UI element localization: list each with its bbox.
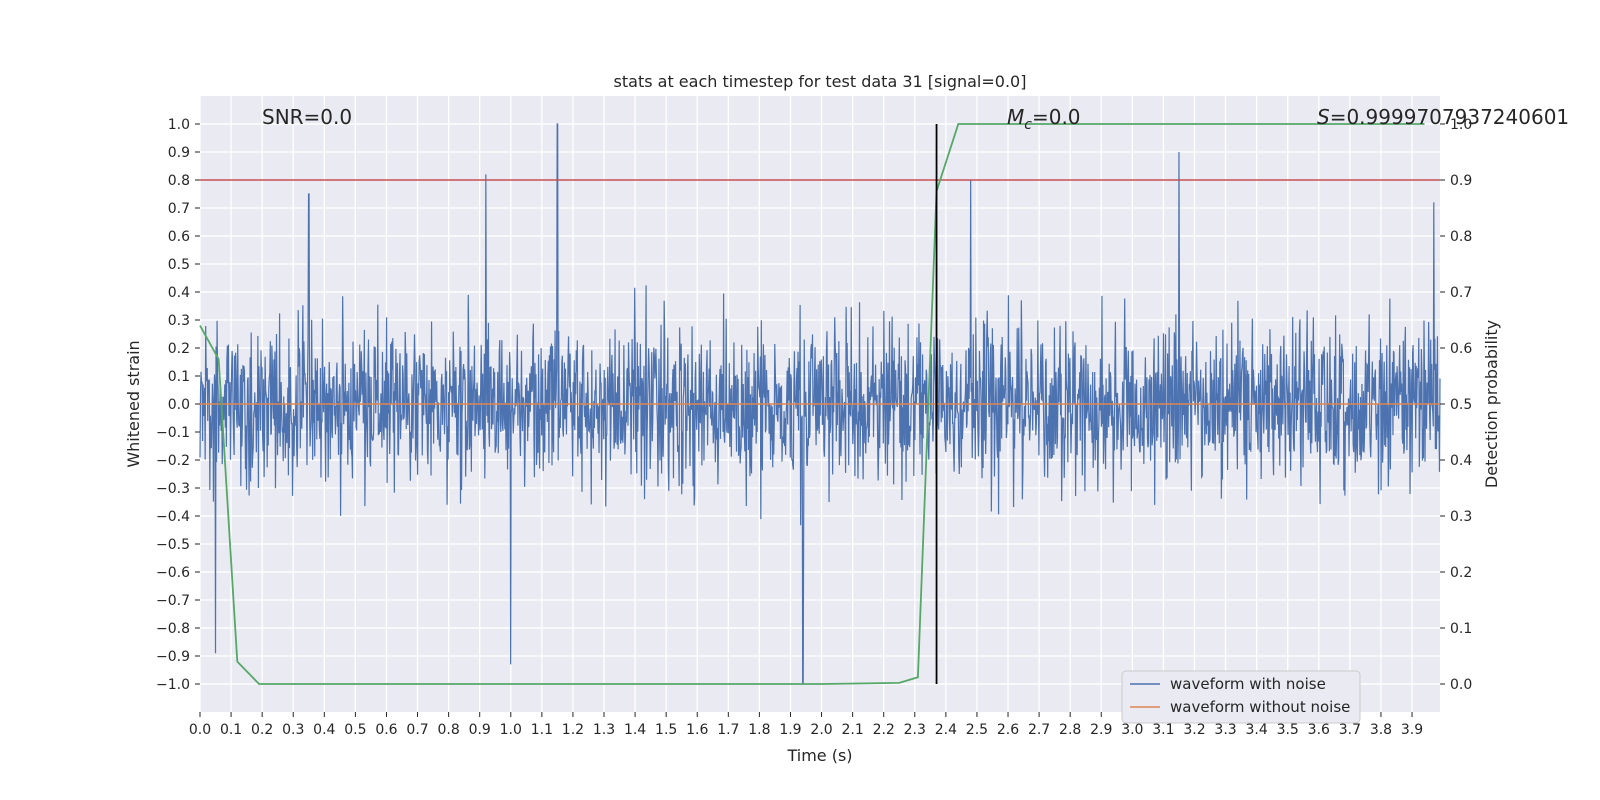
y-tick-label: −0.1 [156,425,190,441]
x-tick-label: 2.3 [904,722,926,738]
x-tick-label: 3.3 [1214,722,1236,738]
x-tick-label: 1.2 [562,722,584,738]
x-tick-label: 0.2 [251,722,273,738]
y2-axis-label: Detection probability [1482,320,1501,488]
y-tick-label: 0.3 [168,313,190,329]
series-detection-probability [199,123,1425,685]
y-ticks: −1.0 −0.9 −0.8 −0.7 −0.6 −0.5 −0.4 −0.3 −0.2 −0.1… [156,117,200,693]
y-tick-label: 0.4 [168,285,190,301]
y2-tick-label: 0.1 [1450,621,1472,637]
y-tick-label: −0.8 [156,621,190,637]
y-tick-label: 0.5 [168,257,190,273]
x-tick-label: 3.2 [1183,722,1205,738]
y-tick-label: 0.0 [168,397,190,413]
x-tick-label: 1.7 [717,722,739,738]
x-tick-label: 3.0 [1121,722,1143,738]
x-tick-label: 2.6 [997,722,1019,738]
y2-tick-label: 0.7 [1450,285,1472,301]
s-value: =0.9999707937240601 [1330,105,1569,129]
x-tick-label: 1.3 [593,722,615,738]
y-tick-label: 0.2 [168,341,190,357]
y-tick-label: 1.0 [168,117,190,133]
noise-series-group [199,123,1441,685]
lines-group [199,123,1440,685]
x-tick-label: 2.7 [1028,722,1050,738]
y-tick-label: −0.2 [156,453,190,469]
x-tick-label: 3.7 [1339,722,1361,738]
x-tick-label: 1.9 [779,722,801,738]
y2-tick-label: 0.8 [1450,229,1472,245]
mc-symbol: M [1007,105,1024,129]
y2-tick-label: 0.3 [1450,509,1472,525]
x-tick-label: 3.5 [1277,722,1299,738]
x-ticks: 0.0 0.1 0.2 0.3 0.4 0.5 0.6 0.7 0.8 0.9 1.0 1.1 1.2 1… [189,712,1423,738]
y-tick-label: −0.6 [156,565,190,581]
y-tick-label: 0.6 [168,229,190,245]
y-tick-label: −0.4 [156,509,190,525]
x-tick-label: 0.7 [406,722,428,738]
x-tick-label: 3.4 [1246,722,1268,738]
y2-tick-label: 0.9 [1450,173,1472,189]
x-tick-label: 1.8 [748,722,770,738]
series-waveform-with-noise [199,123,1441,685]
x-tick-label: 3.6 [1308,722,1330,738]
x-tick-label: 0.6 [375,722,397,738]
legend-label-clean: waveform without noise [1170,698,1350,716]
s-symbol: S [1317,105,1330,129]
y-tick-label: −0.7 [156,593,190,609]
x-tick-label: 3.1 [1152,722,1174,738]
x-tick-label: 3.8 [1370,722,1392,738]
x-tick-label: 0.8 [437,722,459,738]
mc-value: =0.0 [1032,105,1081,129]
y-tick-label: −0.9 [156,649,190,665]
x-tick-label: 1.1 [531,722,553,738]
y-tick-label: −0.3 [156,481,190,497]
x-tick-label: 2.5 [966,722,988,738]
y-tick-label: −1.0 [156,677,190,693]
y-tick-label: 0.8 [168,173,190,189]
x-tick-label: 0.5 [344,722,366,738]
y2-tick-label: 1.0 [1450,117,1472,133]
x-tick-label: 0.3 [282,722,304,738]
x-tick-label: 0.4 [313,722,335,738]
y2-tick-label: 0.4 [1450,453,1472,469]
x-tick-label: 1.0 [500,722,522,738]
y2-tick-label: 0.0 [1450,677,1472,693]
s-annotation: S=0.9999707937240601 [1317,105,1569,129]
x-tick-label: 3.9 [1401,722,1423,738]
x-tick-label: 1.5 [655,722,677,738]
y-tick-label: 0.1 [168,369,190,385]
x-tick-label: 2.8 [1059,722,1081,738]
y2-tick-label: 0.5 [1450,397,1472,413]
y-tick-label: −0.5 [156,537,190,553]
legend-label-noise: waveform with noise [1170,675,1326,693]
y2-tick-label: 0.6 [1450,341,1472,357]
legend: waveform with noise waveform without noi… [1121,670,1361,724]
x-tick-label: 0.1 [220,722,242,738]
mc-annotation: Mc=0.0 [1007,105,1081,133]
x-tick-label: 0.9 [469,722,491,738]
y2-tick-label: 0.2 [1450,565,1472,581]
x-tick-label: 0.0 [189,722,211,738]
x-tick-label: 1.6 [686,722,708,738]
y2-ticks: 0.0 0.1 0.2 0.3 0.4 0.5 0.6 0.7 0.8 0.9 1.0 [1440,117,1472,693]
y-axis-label: Whitened strain [124,340,143,467]
x-tick-label: 1.4 [624,722,646,738]
x-axis-label: Time (s) [786,746,852,765]
y-tick-label: 0.9 [168,145,190,161]
x-tick-label: 2.9 [1090,722,1112,738]
snr-annotation: SNR=0.0 [262,105,352,129]
x-tick-label: 2.4 [935,722,957,738]
y-tick-label: 0.7 [168,201,190,217]
mc-subscript: c [1024,117,1032,133]
legend-box [1121,670,1361,724]
x-tick-label: 2.2 [873,722,895,738]
x-tick-label: 2.0 [810,722,832,738]
x-tick-label: 2.1 [841,722,863,738]
chart-title: stats at each timestep for test data 31 … [614,72,1027,91]
